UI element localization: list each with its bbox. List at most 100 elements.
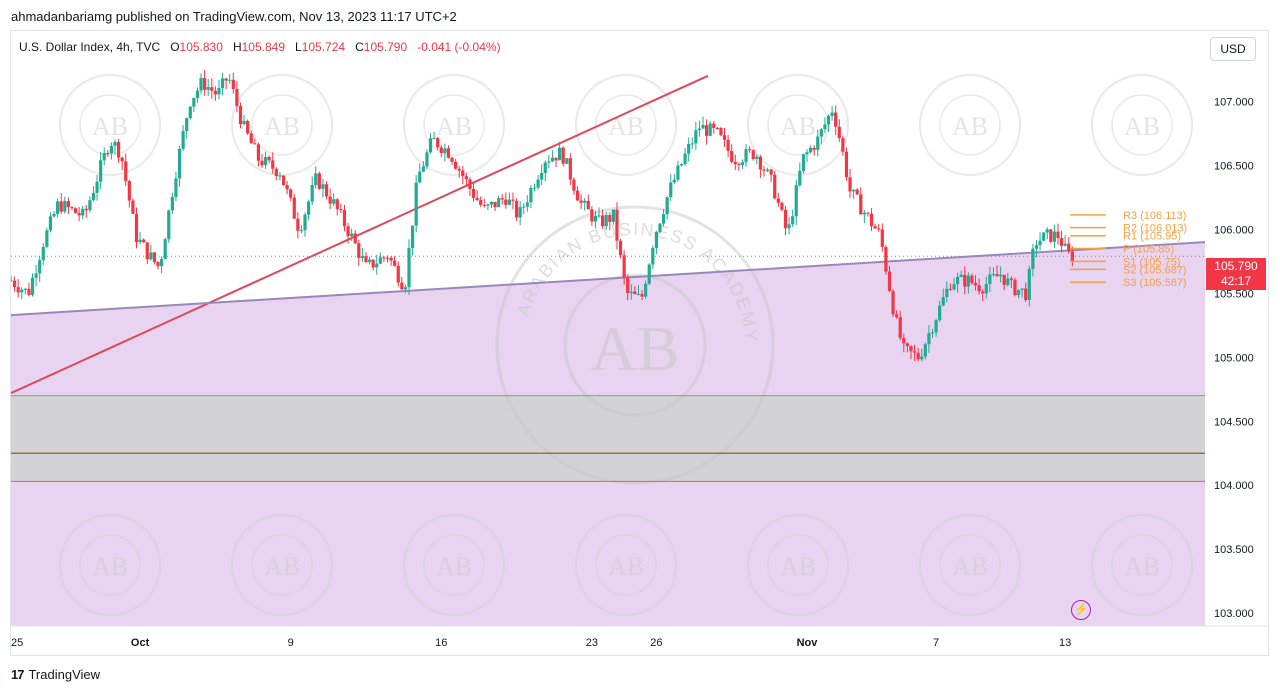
candle-body	[859, 194, 863, 215]
candle-body	[801, 154, 806, 171]
candle-body	[740, 162, 745, 166]
candle-body	[396, 265, 400, 283]
candle-body	[1002, 274, 1006, 285]
candle-body	[891, 290, 895, 315]
y-tick-label: 106.500	[1214, 160, 1254, 172]
candle-body	[321, 184, 325, 189]
candle-body	[479, 200, 483, 205]
candle-body	[489, 201, 494, 205]
watermark-letters: AB	[952, 112, 988, 141]
last-price-tag: 105.790 42:17	[1206, 258, 1266, 290]
candle-body	[540, 172, 544, 180]
candle-body	[722, 135, 727, 140]
candle-body	[898, 317, 902, 338]
candle-body	[611, 209, 615, 222]
x-tick-label: 9	[288, 637, 294, 649]
candle-body	[41, 246, 45, 261]
candle-body	[224, 78, 228, 81]
y-tick-label: 103.500	[1214, 544, 1254, 556]
candle-body	[425, 152, 429, 167]
candle-body	[210, 87, 214, 91]
candle-body	[195, 90, 200, 98]
watermark-ring	[59, 74, 161, 176]
candle-body	[156, 261, 160, 267]
candle-body	[651, 247, 655, 265]
candle-body	[773, 174, 777, 199]
candle-body	[389, 257, 393, 261]
candle-body	[880, 229, 884, 247]
candle-body	[70, 207, 74, 209]
candle-body	[536, 179, 540, 188]
candle-body	[142, 239, 146, 243]
candle-body	[436, 138, 440, 148]
candle-body	[532, 187, 537, 189]
candle-body	[310, 185, 314, 202]
watermark-ring	[403, 74, 505, 176]
candle-body	[407, 248, 411, 288]
watermark-inner-ring	[939, 534, 1001, 596]
candle-body	[418, 171, 422, 183]
candle-body	[737, 164, 741, 166]
candle-body	[246, 120, 250, 134]
candle-body	[461, 170, 465, 177]
candle-body	[597, 215, 601, 217]
candle-body	[493, 201, 497, 208]
candle-body	[16, 287, 20, 293]
candle-body	[805, 152, 809, 155]
candle-body	[192, 97, 196, 107]
currency-button[interactable]: USD	[1210, 37, 1256, 61]
candle-body	[633, 291, 637, 295]
candle-body	[475, 197, 479, 201]
candle-body	[357, 243, 361, 258]
candle-body	[1042, 232, 1046, 241]
candle-body	[1020, 288, 1024, 290]
candle-body	[1049, 229, 1053, 242]
last-price-value: 105.790	[1214, 259, 1258, 273]
candle-body	[765, 169, 770, 171]
candle-body	[267, 156, 271, 161]
candle-body	[113, 142, 117, 146]
candle-body	[378, 257, 382, 264]
watermark-ring	[575, 74, 677, 176]
candle-body	[260, 160, 264, 166]
candle-body	[59, 201, 63, 212]
candle-body	[73, 208, 78, 214]
candle-body	[48, 216, 53, 231]
candle-body	[1031, 248, 1035, 269]
candle-body	[328, 196, 332, 204]
watermark-letters: AB	[1124, 112, 1160, 141]
watermark-letters: AB	[608, 112, 644, 141]
candle-body	[866, 212, 870, 214]
watermark-letters: AB	[436, 112, 472, 141]
candle-body	[446, 148, 451, 158]
candle-body	[916, 352, 920, 360]
candle-body	[841, 138, 845, 152]
lightning-icon[interactable]: ⚡	[1071, 600, 1091, 620]
pivot-label: R3 (106.113)	[1123, 210, 1186, 222]
change-value: -0.041 (-0.04%)	[417, 40, 501, 54]
candle-body	[56, 201, 60, 214]
candle-body	[705, 125, 709, 136]
watermark-ring	[747, 74, 849, 176]
candle-body	[242, 120, 246, 125]
candle-body	[941, 297, 945, 306]
candle-body	[109, 145, 113, 154]
candle-body	[959, 274, 963, 277]
candle-body	[486, 204, 490, 206]
candle-body	[869, 213, 874, 227]
candle-body	[95, 181, 99, 193]
candle-body	[787, 224, 791, 229]
candle-body	[586, 200, 590, 210]
candle-body	[482, 204, 486, 206]
trendline-support-purple	[11, 241, 1205, 317]
candle-body	[930, 332, 935, 334]
candle-body	[346, 226, 350, 237]
tradingview-brand[interactable]: 17 TradingView	[11, 667, 100, 682]
candle-body	[289, 189, 293, 198]
candle-body	[471, 188, 476, 198]
candle-body	[658, 223, 662, 232]
candle-body	[622, 255, 626, 278]
candle-body	[278, 175, 282, 177]
